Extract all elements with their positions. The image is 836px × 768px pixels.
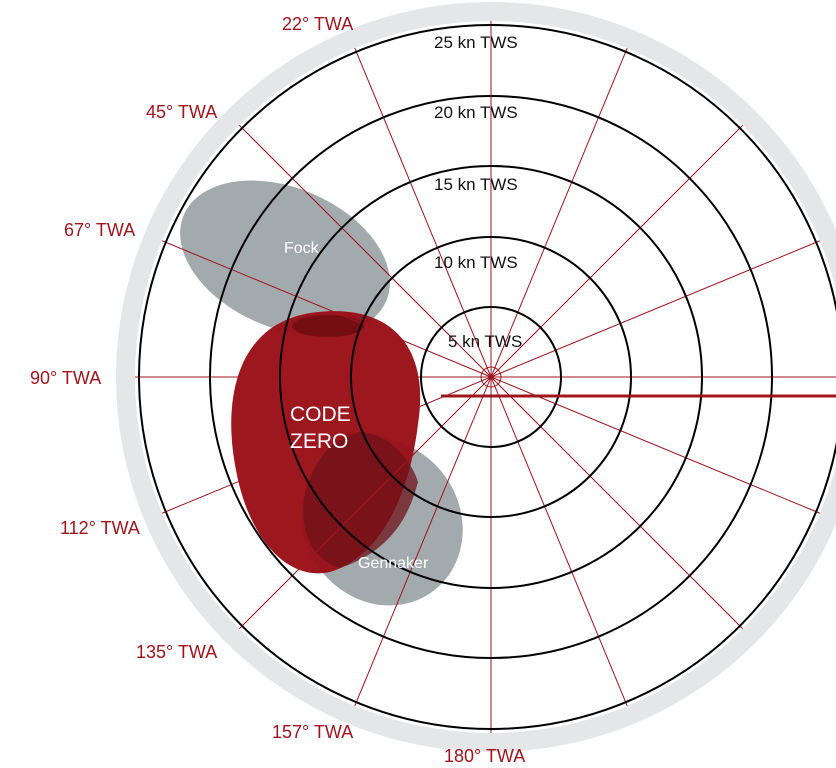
tws-label-10: 10 kn TWS <box>434 253 518 272</box>
twa-radial-line <box>161 240 492 378</box>
twa-radial-line <box>490 47 628 378</box>
sail-label-gennaker: Gennaker <box>358 555 429 572</box>
tws-rings <box>138 24 836 730</box>
twa-radial-line <box>490 376 821 514</box>
twa-radial-line <box>490 376 628 707</box>
twa-radial-line <box>490 376 744 630</box>
fock-envelope <box>180 180 390 336</box>
overlap-fock-codezero <box>292 315 364 337</box>
tws-label-15: 15 kn TWS <box>434 175 518 194</box>
sail-label-fock: Fock <box>284 240 320 257</box>
twa-radial-lines <box>135 21 836 733</box>
twa-radial-line <box>161 376 492 514</box>
twa-label-45: 45° TWA <box>146 102 217 122</box>
center-hub <box>480 366 502 388</box>
twa-label-90: 90° TWA <box>30 368 101 388</box>
tws-label-5: 5 kn TWS <box>448 332 522 351</box>
tws-label-25: 25 kn TWS <box>434 33 518 52</box>
twa-radial-line <box>238 124 492 378</box>
tws-ring-4 <box>209 95 773 659</box>
twa-radial-line <box>238 376 492 630</box>
tws-ring-2 <box>350 236 632 518</box>
sail-label-code-zero-2: ZERO <box>290 430 348 453</box>
tws-ring-3 <box>279 165 703 589</box>
twa-label-112: 112° TWA <box>60 518 140 538</box>
tws-ring-1 <box>420 306 562 448</box>
twa-label-157: 157° TWA <box>272 722 353 742</box>
twa-radial-line <box>490 240 821 378</box>
twa-label-67: 67° TWA <box>64 220 135 240</box>
twa-radial-line <box>490 124 744 378</box>
twa-label-22: 22° TWA <box>282 14 353 34</box>
tws-label-20: 20 kn TWS <box>434 103 518 122</box>
sail-label-code-zero-1: CODE <box>290 403 351 426</box>
overlap-gennaker-codezero <box>303 432 418 568</box>
twa-label-135: 135° TWA <box>136 642 217 662</box>
tws-ring-5 <box>138 24 836 730</box>
twa-radial-line <box>354 376 492 707</box>
twa-radial-line <box>354 47 492 378</box>
twa-label-180: 180° TWA <box>444 746 525 766</box>
